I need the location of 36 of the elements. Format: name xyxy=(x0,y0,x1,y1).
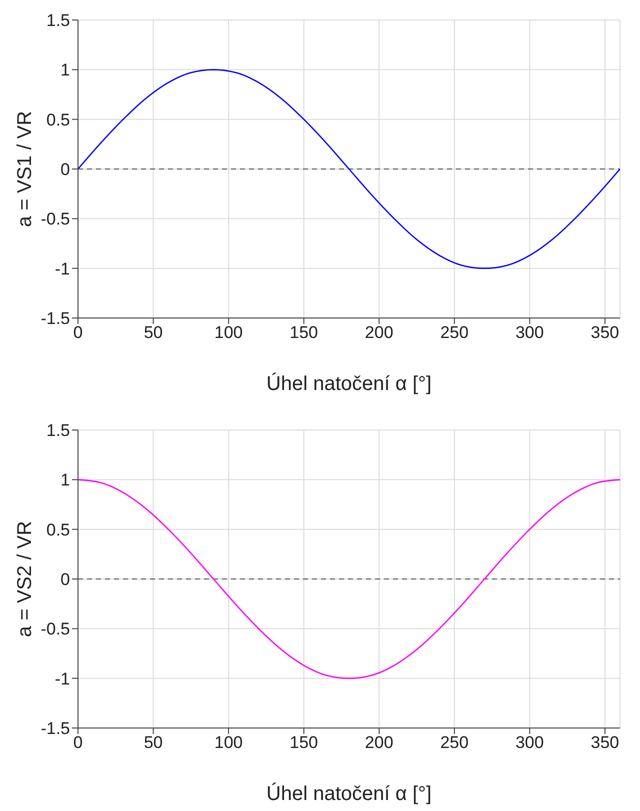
y-tick-label: 0 xyxy=(60,570,70,590)
x-tick-label: 250 xyxy=(440,733,469,752)
x-axis-title: Úhel natočení α [°] xyxy=(266,782,432,806)
x-tick-label: 350 xyxy=(590,733,620,752)
y-tick-label: 0.5 xyxy=(46,520,70,540)
x-tick-label: 50 xyxy=(144,323,163,342)
x-tick-label: 0 xyxy=(73,323,83,342)
x-tick-label: 100 xyxy=(214,733,243,752)
x-tick-label: 200 xyxy=(364,323,394,342)
x-tick-label: 0 xyxy=(73,733,83,752)
line-series xyxy=(78,69,620,269)
y-tick-label: 0.5 xyxy=(46,110,70,130)
y-tick-label: -1.5 xyxy=(40,309,70,328)
y-tick-label: 1 xyxy=(60,60,70,80)
x-tick-label: 100 xyxy=(214,323,243,342)
x-tick-label: 50 xyxy=(144,733,163,752)
y-tick-label: -0.5 xyxy=(40,620,70,639)
x-tick-label: 300 xyxy=(515,323,544,342)
x-tick-label: 200 xyxy=(364,733,394,752)
x-tick-label: 350 xyxy=(590,323,620,342)
x-tick-label: 300 xyxy=(515,733,544,752)
y-tick-label: -1 xyxy=(54,669,70,688)
y-axis-title: a = VS1 / VR xyxy=(14,110,36,228)
x-tick-label: 150 xyxy=(290,733,318,752)
x-tick-label: 150 xyxy=(290,323,318,342)
x-axis-title: Úhel natočení α [°] xyxy=(266,372,432,396)
y-tick-label: -1.5 xyxy=(40,719,70,738)
y-tick-label: 0 xyxy=(60,160,70,180)
y-axis-title: a = VS2 / VR xyxy=(14,520,36,638)
x-tick-label: 250 xyxy=(440,323,469,342)
y-tick-label: 1.5 xyxy=(46,421,70,440)
y-tick-label: 1.5 xyxy=(46,11,70,30)
y-tick-label: 1 xyxy=(60,470,70,490)
y-tick-label: -1 xyxy=(54,259,70,278)
y-tick-label: -0.5 xyxy=(40,210,70,229)
line-series xyxy=(78,479,620,679)
